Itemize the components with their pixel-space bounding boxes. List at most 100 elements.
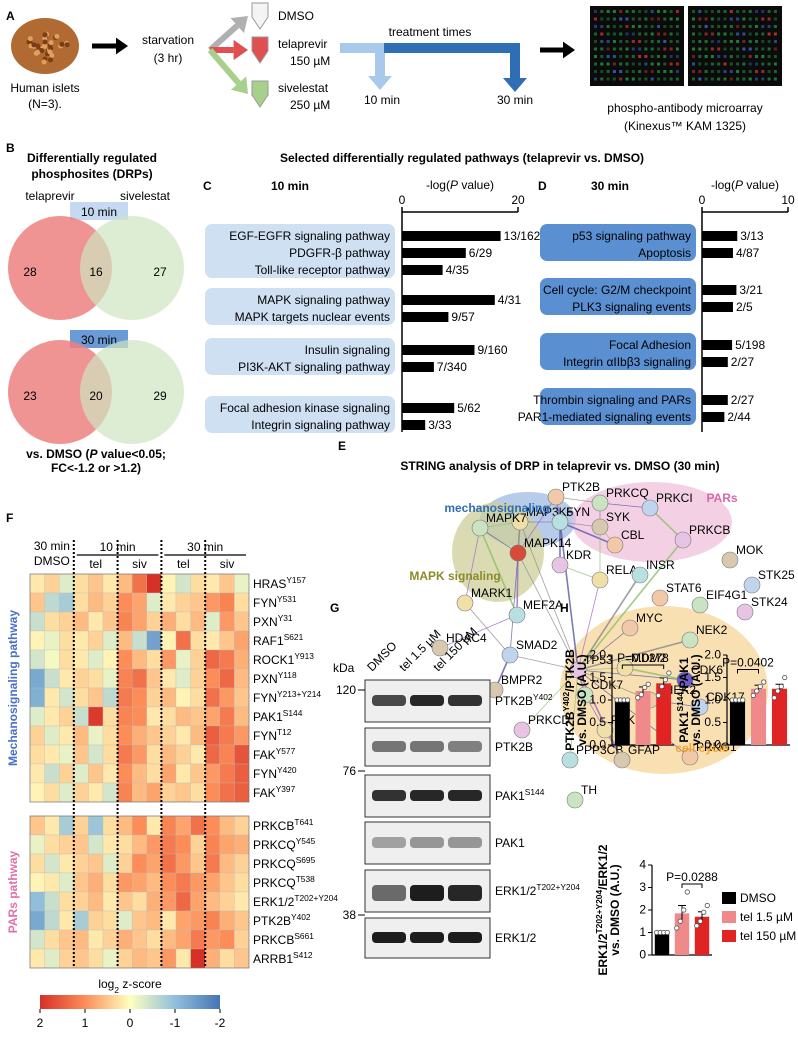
marker-label: 38 xyxy=(343,908,357,922)
heatmap-cell xyxy=(190,891,206,912)
microarray-spot xyxy=(710,17,714,21)
microarray-spot xyxy=(761,47,765,51)
heatmap-cell xyxy=(190,834,206,855)
heatmap-cell xyxy=(73,668,89,689)
row-label-site: Y577 xyxy=(276,746,296,756)
heatmap-cell xyxy=(59,910,74,931)
y-tick-label: 3 xyxy=(639,880,646,894)
heatmap-cell xyxy=(132,744,147,765)
heatmap-cell xyxy=(73,630,89,651)
microarray-image xyxy=(688,6,782,86)
blot-label: ERK1/2 xyxy=(495,931,537,945)
microarray-spot xyxy=(761,10,765,13)
microarray-spot xyxy=(723,17,727,21)
islet-texture xyxy=(27,36,33,42)
pathway-box xyxy=(540,278,696,315)
y-axis-label-part: /PAK1 xyxy=(677,657,691,692)
heatmap-cell xyxy=(234,763,250,784)
heatmap-cell xyxy=(219,782,235,803)
colorbar-title-part: log xyxy=(98,977,114,991)
band xyxy=(410,885,444,901)
blot-label: PAK1S144 xyxy=(495,787,545,803)
y-axis-label-part: PTK2B xyxy=(563,711,577,751)
y-axis-label-part: PAK1 xyxy=(677,711,691,742)
legend-label: tel 150 µM xyxy=(740,929,796,943)
heatmap-cell xyxy=(219,853,235,874)
heatmap-cell xyxy=(205,910,220,931)
y-tick-label: 1 xyxy=(639,925,646,939)
row-label-name: FYN xyxy=(253,691,277,705)
column-header: 30 min xyxy=(34,539,70,553)
microarray-spot xyxy=(698,40,702,43)
microarray-spot xyxy=(736,77,740,81)
row-label: FYNY531 xyxy=(253,594,297,610)
row-label-name: ROCK1 xyxy=(253,653,295,667)
microarray-spot xyxy=(650,40,654,43)
pathway-name: Integrin αIIbβ3 signaling xyxy=(563,355,691,369)
islet-texture xyxy=(42,43,48,49)
microarray-spot xyxy=(742,47,746,51)
heatmap-cell xyxy=(88,725,104,746)
microarray-spot xyxy=(600,77,604,81)
band xyxy=(448,695,482,706)
heatmap-cell xyxy=(102,706,118,727)
colorbar-title-part: 2 xyxy=(114,985,119,995)
microarray-spot xyxy=(748,17,752,21)
heatmap-cell xyxy=(146,763,162,784)
microarray-spot xyxy=(692,62,695,66)
cluster-label: MAPK signaling xyxy=(409,569,500,583)
y-axis-label: vs. DMSO (A.U.) xyxy=(608,864,622,955)
bar xyxy=(656,683,672,745)
heatmap-cell xyxy=(132,763,147,784)
heatmap-cell xyxy=(161,706,177,727)
column-header: tel xyxy=(177,557,190,571)
node-label: BMPR2 xyxy=(501,673,543,687)
row-label-name: PAK1 xyxy=(253,710,283,724)
data-point xyxy=(659,683,665,690)
heatmap-cell xyxy=(190,725,206,746)
heatmap-cell xyxy=(117,929,133,950)
microarray-spot xyxy=(631,55,635,58)
microarray-spot xyxy=(612,17,616,21)
marker-label: 120 xyxy=(336,683,356,697)
microarray-spot xyxy=(767,32,771,36)
heatmap-cell xyxy=(117,573,133,594)
microarray-spot xyxy=(657,25,660,28)
heatmap-cell xyxy=(161,929,177,950)
heatmap-cell xyxy=(117,630,133,651)
microarray-spot xyxy=(710,55,714,58)
microarray-spot xyxy=(650,32,654,36)
bar xyxy=(674,913,690,955)
heatmap-cell xyxy=(161,910,177,931)
pathway-name: Focal adhesion kinase signaling xyxy=(220,401,390,415)
microarray-spot xyxy=(612,32,616,36)
x-axis-label-part: -log( xyxy=(426,178,450,192)
heatmap-cell xyxy=(190,668,206,689)
column-header: DMSO xyxy=(34,554,70,568)
microarray-spot xyxy=(767,40,771,43)
heatmap-cell xyxy=(44,592,60,613)
venn-count: 23 xyxy=(23,389,37,403)
heatmap-cell xyxy=(234,948,250,969)
heatmap-cell xyxy=(44,948,60,969)
heatmap-cell xyxy=(44,891,60,912)
heatmap-cell xyxy=(73,706,89,727)
arrow-head xyxy=(230,16,248,34)
heatmap-cell xyxy=(190,744,206,765)
microarray-spot xyxy=(600,10,604,13)
microarray-spot xyxy=(773,25,777,28)
x-tick-label: 10 xyxy=(781,193,795,207)
microarray-spot xyxy=(704,62,708,66)
heatmap-cell xyxy=(44,853,60,874)
microarray-spot xyxy=(594,70,597,73)
row-label-name: FAK xyxy=(253,748,276,762)
network-edge xyxy=(577,639,691,671)
microarray-spot xyxy=(669,32,673,36)
heatmap-cell xyxy=(175,948,191,969)
microarray-spot xyxy=(723,62,727,66)
network-edge xyxy=(577,579,601,671)
significance-bracket xyxy=(621,664,665,669)
arrow-shaft xyxy=(207,23,240,53)
data-point xyxy=(694,923,700,929)
heatmap-cell xyxy=(73,649,89,670)
